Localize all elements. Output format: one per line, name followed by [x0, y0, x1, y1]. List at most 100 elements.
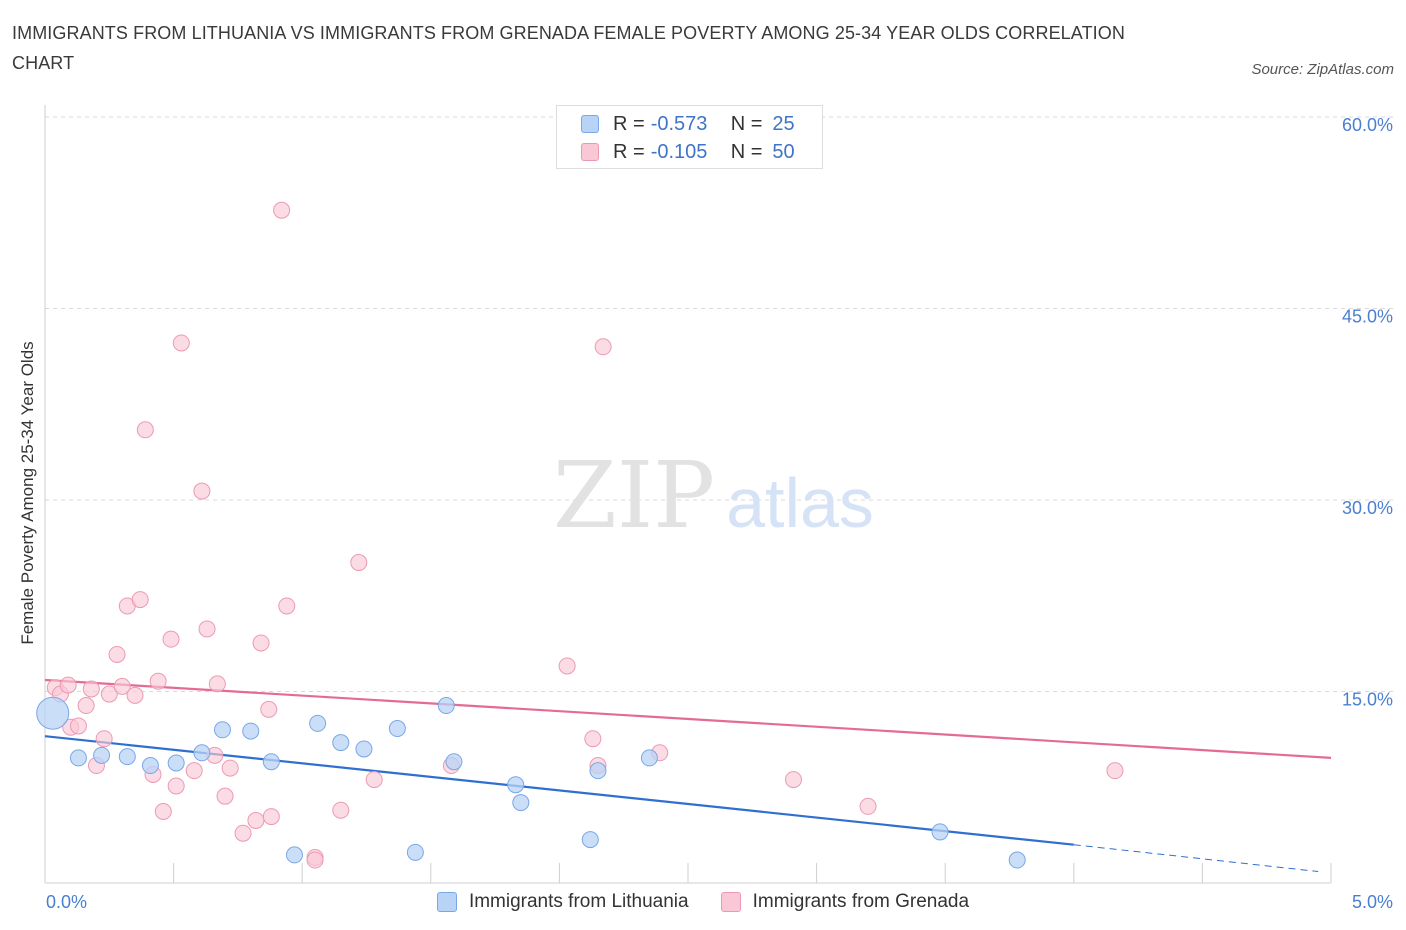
data-point-grenada — [306, 851, 324, 869]
data-point-lithuania — [437, 697, 455, 715]
data-point-grenada — [82, 680, 100, 698]
data-point-grenada — [77, 697, 95, 715]
data-point-lithuania — [581, 831, 599, 849]
data-point-grenada — [1106, 762, 1124, 780]
data-point-lithuania — [512, 794, 530, 812]
data-point-lithuania — [141, 757, 159, 775]
data-point-lithuania — [118, 748, 136, 766]
data-point-grenada — [365, 771, 383, 789]
r-label: R = — [613, 112, 645, 135]
watermark-zip: ZIP — [553, 442, 715, 549]
n-label: N = — [730, 140, 763, 163]
data-point-grenada — [185, 762, 203, 780]
data-point-grenada — [252, 634, 270, 652]
data-point-lithuania — [285, 846, 303, 864]
data-point-lithuania — [193, 744, 211, 762]
n-value: 25 — [772, 112, 795, 135]
data-point-grenada — [136, 421, 154, 439]
trend-lines — [44, 678, 1332, 873]
data-point-lithuania — [36, 696, 70, 730]
data-point-grenada — [859, 797, 877, 815]
data-point-grenada — [221, 759, 239, 777]
source-label: Source: ZipAtlas.com — [1251, 61, 1394, 78]
watermark: ZIP atlas — [553, 442, 874, 549]
data-point-grenada — [278, 597, 296, 615]
data-point-lithuania — [332, 734, 350, 752]
data-point-grenada — [784, 771, 802, 789]
data-points — [36, 201, 1124, 869]
data-point-grenada — [332, 801, 350, 819]
data-point-grenada — [273, 201, 291, 219]
data-point-grenada — [193, 482, 211, 500]
data-point-grenada — [260, 700, 278, 718]
data-point-grenada — [162, 630, 180, 648]
data-point-lithuania — [388, 720, 406, 738]
y-tick-label: 15.0% — [1342, 690, 1393, 710]
data-point-grenada — [247, 811, 265, 829]
x-tick-label: 5.0% — [1352, 892, 1393, 912]
data-point-grenada — [594, 338, 612, 356]
data-point-lithuania — [355, 740, 373, 758]
r-value: -0.573 — [650, 112, 708, 135]
data-point-lithuania — [640, 749, 658, 767]
data-point-lithuania — [931, 823, 949, 841]
watermark-atlas: atlas — [726, 464, 874, 542]
n-value: 50 — [772, 140, 795, 163]
data-point-grenada — [149, 672, 167, 690]
y-tick-label: 45.0% — [1342, 307, 1393, 327]
data-point-grenada — [100, 685, 118, 703]
data-point-grenada — [126, 686, 144, 704]
data-point-grenada — [167, 777, 185, 795]
blue-swatch — [436, 892, 457, 912]
data-point-grenada — [69, 717, 87, 735]
data-point-lithuania — [445, 753, 463, 771]
data-point-grenada — [59, 676, 77, 694]
trend-line-lithuania-extension — [1073, 844, 1319, 873]
grid-lines — [45, 116, 1395, 692]
legend-item-grenada[interactable]: Immigrants from Grenada — [720, 891, 970, 913]
series-legend: Immigrants from Lithuania Immigrants fro… — [0, 889, 1406, 915]
data-point-lithuania — [242, 722, 260, 740]
data-point-grenada — [131, 591, 149, 609]
y-tick-label: 30.0% — [1342, 498, 1393, 518]
r-value: -0.105 — [650, 140, 708, 163]
data-point-lithuania — [1008, 851, 1026, 869]
blue-swatch — [581, 115, 599, 133]
pink-swatch — [720, 892, 741, 912]
legend-row-grenada: R = -0.105 N = 50 — [581, 139, 795, 165]
data-point-lithuania — [213, 721, 231, 739]
legend-item-lithuania[interactable]: Immigrants from Lithuania — [436, 891, 689, 913]
data-point-grenada — [558, 657, 576, 675]
data-point-lithuania — [406, 843, 424, 861]
chart-title: IMMIGRANTS FROM LITHUANIA VS IMMIGRANTS … — [12, 23, 1125, 73]
data-point-grenada — [208, 675, 226, 693]
correlation-legend: R = -0.573 N = 25 R = -0.105 N = 50 — [556, 105, 823, 169]
r-label: R = — [613, 140, 645, 163]
trend-line-grenada — [44, 678, 1332, 759]
data-point-grenada — [262, 808, 280, 826]
tick-labels: 15.0% 30.0% 45.0% 60.0% 0.0% 5.0% — [46, 115, 1393, 912]
pink-swatch — [581, 143, 599, 161]
legend-row-lithuania: R = -0.573 N = 25 — [581, 111, 795, 137]
data-point-lithuania — [93, 746, 111, 764]
legend-label-lithuania: Immigrants from Lithuania — [468, 891, 689, 912]
axes — [44, 105, 1332, 884]
n-label: N = — [730, 112, 763, 135]
y-tick-label: 60.0% — [1342, 115, 1393, 135]
data-point-grenada — [172, 334, 190, 352]
data-point-lithuania — [507, 776, 525, 794]
data-point-grenada — [113, 677, 131, 695]
data-point-grenada — [154, 803, 172, 821]
data-point-grenada — [350, 554, 368, 572]
data-point-lithuania — [262, 753, 280, 771]
data-point-grenada — [108, 645, 126, 663]
data-point-grenada — [234, 824, 252, 842]
x-tick-label: 0.0% — [46, 892, 87, 912]
data-point-lithuania — [589, 762, 607, 780]
data-point-grenada — [198, 620, 216, 638]
data-point-grenada — [95, 730, 113, 748]
data-point-lithuania — [69, 749, 87, 767]
legend-label-grenada: Immigrants from Grenada — [752, 891, 970, 912]
data-point-grenada — [216, 787, 234, 805]
